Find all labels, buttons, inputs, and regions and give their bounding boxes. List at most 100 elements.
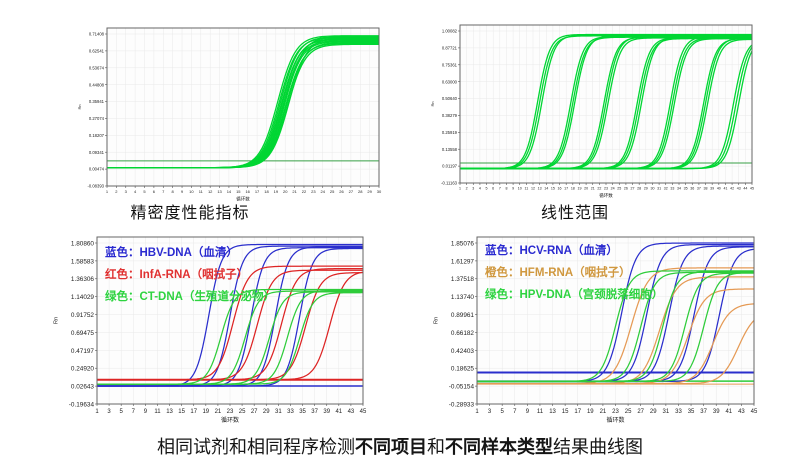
x-tick-label: 6 <box>153 189 156 194</box>
x-tick-label: 29 <box>650 409 657 415</box>
y-tick-label: 0.38279 <box>442 113 458 118</box>
x-tick-label: 7 <box>499 187 501 191</box>
x-tick-label: 17 <box>190 409 197 415</box>
y-tick-label: 0.71408 <box>89 32 105 37</box>
y-tick-label: 1.13740 <box>451 294 475 301</box>
x-tick-label: 35 <box>688 409 695 415</box>
x-axis-label: 循环数 <box>221 416 239 424</box>
x-tick-label: 19 <box>587 409 594 415</box>
x-tick-label: 22 <box>302 189 307 194</box>
y-tick-label: 0.18207 <box>89 133 105 138</box>
x-tick-label: 16 <box>558 187 562 191</box>
y-tick-label: 0.62541 <box>89 48 105 53</box>
x-tick-label: 24 <box>611 187 615 191</box>
x-tick-label: 28 <box>637 187 641 191</box>
x-tick-label: 45 <box>751 409 758 415</box>
x-tick-label: 36 <box>690 187 694 191</box>
x-tick-label: 30 <box>377 189 382 194</box>
x-tick-label: 23 <box>311 189 316 194</box>
caption-text: 和 <box>427 437 445 457</box>
legend-item-1: 红色：InfA-RNA（咽拭子） <box>105 269 249 281</box>
amplification-curve-CT-DNA <box>97 292 363 385</box>
x-tick-label: 25 <box>239 409 246 415</box>
x-tick-label: 20 <box>283 189 288 194</box>
y-tick-label: 0.27074 <box>89 116 105 121</box>
x-tick-label: 3 <box>472 187 474 191</box>
chart-svg-linear-range: 1 2 3 4 5 6 7 8 9 10 11 12 13 14 15 16 17 18 19 20 21 22 23 24 2… <box>431 24 754 199</box>
y-axis-label: Rn <box>433 317 439 324</box>
x-tick-label: 34 <box>677 187 681 191</box>
x-tick-label: 37 <box>697 187 701 191</box>
x-tick-label: 45 <box>360 409 367 415</box>
y-tick-label: 0.24920 <box>71 366 95 373</box>
y-tick-label: 0.75361 <box>442 62 458 67</box>
x-tick-label: 10 <box>189 189 194 194</box>
x-tick-label: 30 <box>650 187 654 191</box>
x-tick-label: 35 <box>299 409 306 415</box>
y-tick-label: 0.09341 <box>89 150 105 155</box>
x-tick-label: 26 <box>624 187 628 191</box>
legend-same-reagent-left: 蓝色：HBV-DNA（血清） 红色：InfA-RNA（咽拭子） 绿色：CT-DNA（… <box>105 242 275 308</box>
x-tick-label: 39 <box>323 409 330 415</box>
x-tick-label: 16 <box>245 189 250 194</box>
x-tick-label: 27 <box>349 189 354 194</box>
x-tick-label: 19 <box>202 409 209 415</box>
y-tick-label: -0.28933 <box>449 401 475 408</box>
amplification-curve-HBV-DNA <box>97 247 363 387</box>
x-tick-label: 5 <box>501 409 505 415</box>
y-tick-label: 0.42403 <box>451 348 475 355</box>
y-tick-label: 0.47197 <box>71 348 95 355</box>
x-tick-label: 41 <box>723 187 727 191</box>
x-tick-label: 19 <box>274 189 279 194</box>
x-tick-label: 19 <box>577 187 581 191</box>
x-tick-label: 14 <box>544 187 548 191</box>
y-tick-label: 0.18625 <box>451 366 475 373</box>
y-tick-label: 0.50640 <box>442 96 458 101</box>
x-tick-label: 27 <box>251 409 258 415</box>
legend-item-2: 绿色：HPV-DNA（宫颈脱落细胞） <box>485 289 664 301</box>
caption-text: 结果曲线图 <box>553 437 643 457</box>
y-tick-label: 0.91752 <box>71 312 95 319</box>
x-tick-label: 3 <box>107 409 111 415</box>
x-tick-label: 6 <box>492 187 494 191</box>
x-axis-label: 循环数 <box>599 192 613 199</box>
amplification-curve-green-replicates <box>107 36 379 169</box>
y-tick-label: -0.11163 <box>441 181 458 186</box>
x-tick-label: 11 <box>537 409 544 415</box>
x-tick-label: 18 <box>571 187 575 191</box>
y-axis-label: Rn <box>431 102 435 107</box>
y-tick-label: 1.00082 <box>442 29 458 34</box>
x-tick-label: 15 <box>178 409 185 415</box>
x-tick-label: 44 <box>743 187 747 191</box>
x-tick-label: 24 <box>320 189 325 194</box>
plot-background <box>107 28 379 186</box>
y-tick-label: 0.00474 <box>89 167 105 172</box>
legend-item-2: 绿色：CT-DNA（生殖道分泌物） <box>105 291 275 303</box>
x-tick-label: 11 <box>154 409 161 415</box>
x-tick-label: 43 <box>737 187 741 191</box>
x-tick-label: 1 <box>459 187 461 191</box>
y-tick-label: -0.05154 <box>449 384 475 391</box>
x-tick-label: 8 <box>172 189 175 194</box>
y-tick-label: 1.61297 <box>451 258 475 265</box>
legend-item-1: 橙色：HFM-RNA（咽拭子） <box>485 267 631 279</box>
x-tick-label: 13 <box>217 189 222 194</box>
x-tick-label: 13 <box>166 409 173 415</box>
x-tick-label: 15 <box>551 187 555 191</box>
x-tick-label: 29 <box>367 189 372 194</box>
y-tick-label: -0.08393 <box>87 184 104 189</box>
caption-bold-different-items: 不同项目 <box>355 437 427 457</box>
y-tick-label: 0.02643 <box>71 384 95 391</box>
y-tick-label: 0.63000 <box>442 79 458 84</box>
x-tick-label: 29 <box>644 187 648 191</box>
x-tick-label: 25 <box>330 189 335 194</box>
x-tick-label: 25 <box>617 187 621 191</box>
x-tick-label: 13 <box>538 187 542 191</box>
x-tick-label: 12 <box>531 187 535 191</box>
x-tick-label: 23 <box>227 409 234 415</box>
x-tick-label: 20 <box>584 187 588 191</box>
x-tick-label: 9 <box>512 187 514 191</box>
y-tick-label: 1.85076 <box>451 240 475 247</box>
x-tick-label: 11 <box>199 189 204 194</box>
